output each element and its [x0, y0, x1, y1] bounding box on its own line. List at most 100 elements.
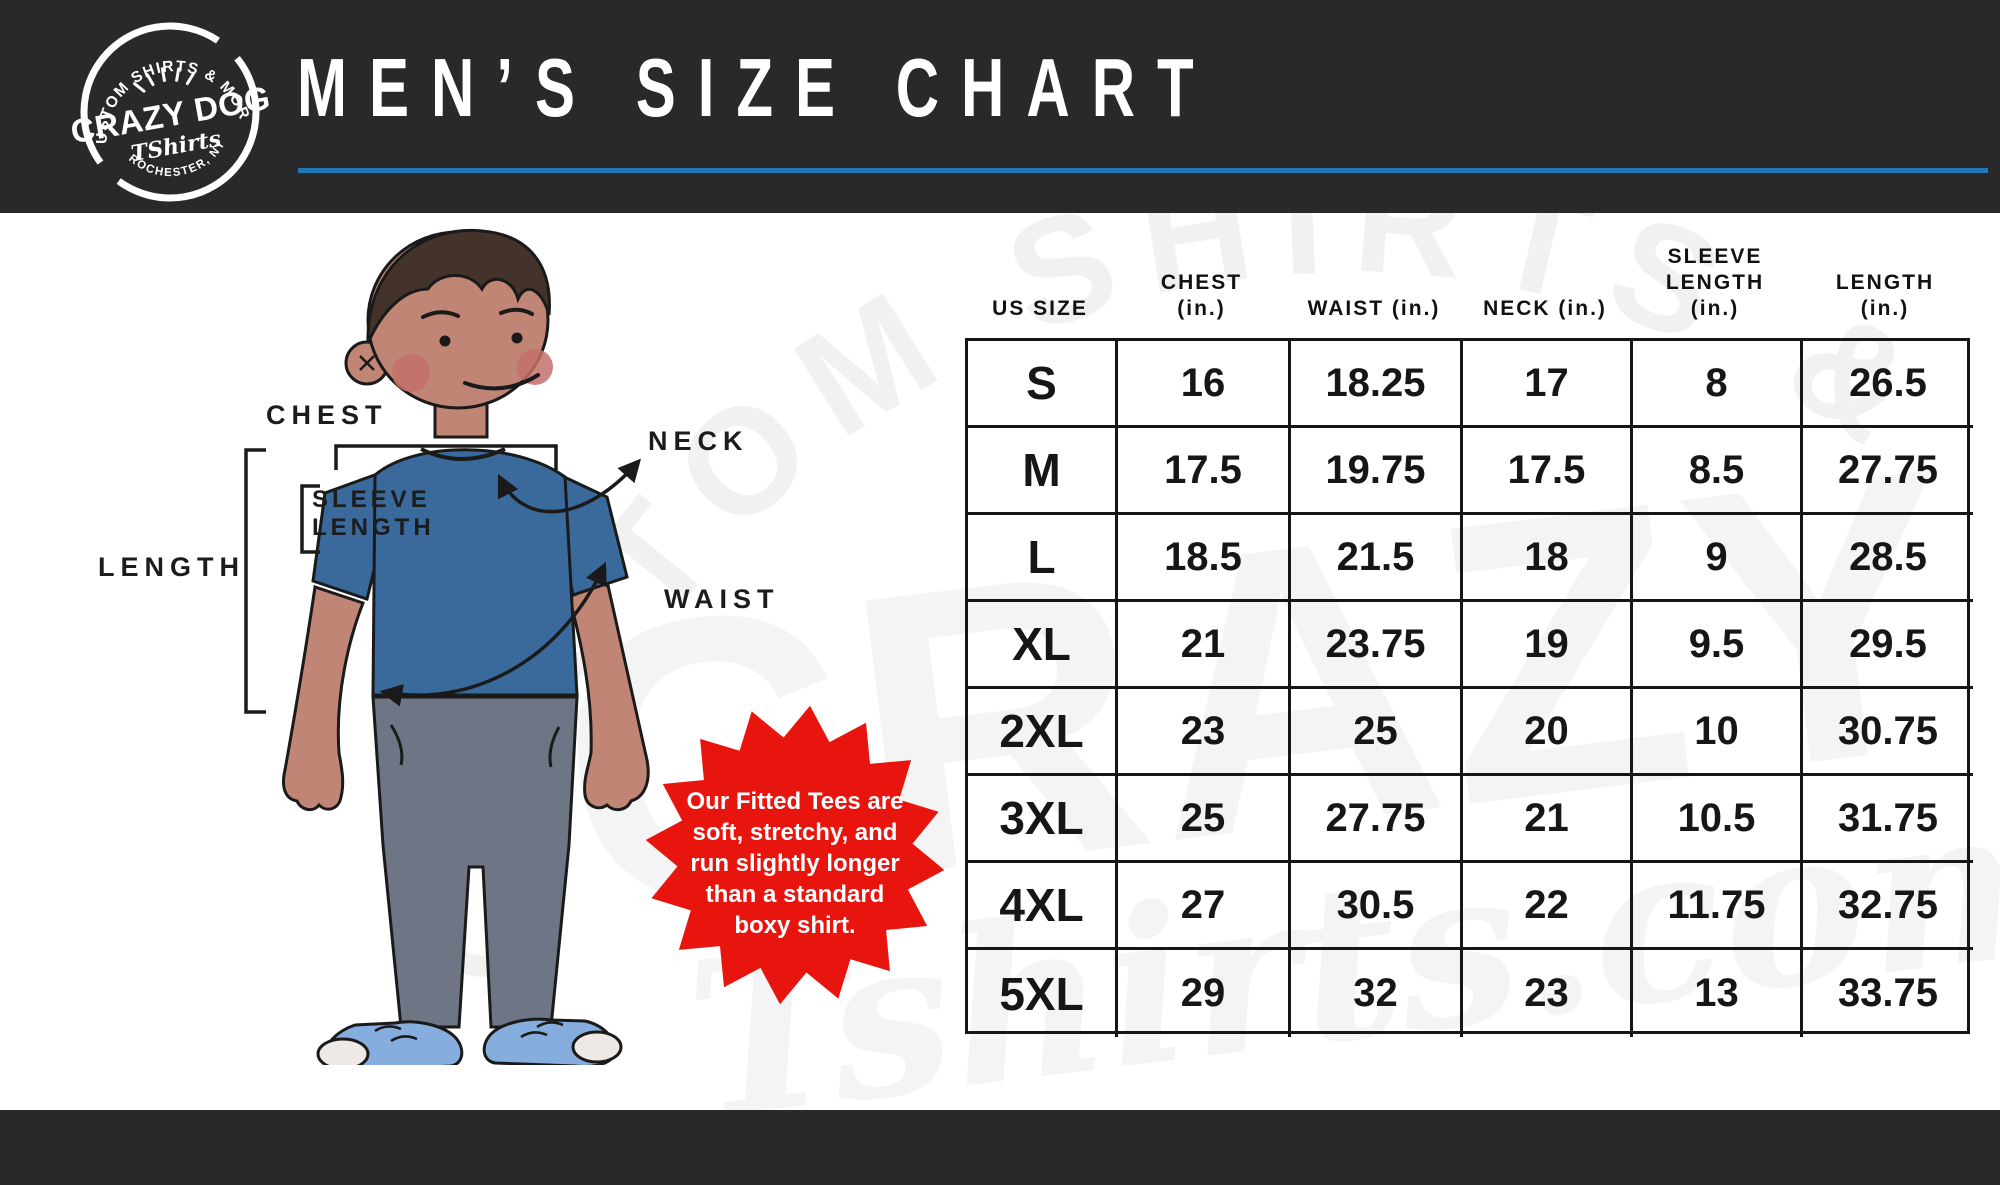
column-header-line: CHEST	[1160, 271, 1243, 294]
right-shoe-toe	[571, 1030, 623, 1064]
table-cell: 19.75	[1291, 428, 1463, 515]
column-header-line: SLEEVE	[1667, 245, 1763, 268]
cheek-right	[517, 349, 553, 385]
size-label: 3XL	[968, 776, 1118, 863]
table-cell: 8	[1633, 341, 1803, 428]
badge-line: than a standard	[705, 881, 885, 908]
table-cell: 21	[1118, 602, 1291, 689]
eyebrow-left	[421, 310, 460, 319]
badge-line: boxy shirt.	[734, 912, 856, 939]
table-column-headers: US SIZE CHEST (in.) WAIST (in.) NECK (in…	[965, 238, 1970, 332]
table-cell: 10.5	[1633, 776, 1803, 863]
column-header-line: (in.)	[1177, 297, 1226, 320]
column-header-neck: NECK (in.)	[1460, 238, 1630, 332]
size-label: S	[968, 341, 1118, 428]
logo-rays-icon	[133, 67, 196, 93]
neck-label: NECK	[648, 426, 749, 456]
eye-left	[439, 335, 451, 347]
table-cell: 20	[1463, 689, 1633, 776]
table-cell: 33.75	[1837, 971, 1939, 1015]
person-illustration	[282, 228, 650, 1065]
left-shoe-laces	[374, 1025, 418, 1043]
left-shoe-toe	[316, 1037, 370, 1065]
table-cell: 11.75	[1633, 863, 1803, 950]
fit-badge: Our Fitted Tees are soft, stretchy, and …	[643, 698, 947, 1012]
page-title: MEN’S SIZE CHART	[297, 41, 1216, 134]
table-cell: 17.5	[1118, 428, 1291, 515]
column-header-line: (in.)	[1860, 297, 1910, 320]
size-label: M	[968, 428, 1118, 515]
column-header-waist: WAIST (in.)	[1288, 238, 1460, 332]
sleeve-length-label: SLEEVE LENGTH	[312, 486, 435, 542]
table-cell: 9.5	[1633, 602, 1803, 689]
column-header-length: LENGTH (in.)	[1800, 238, 1970, 332]
badge-line: run slightly longer	[690, 850, 900, 877]
table-cell: 21.5	[1291, 515, 1463, 602]
table-cell: 16	[1118, 341, 1291, 428]
table-cell: 29	[1118, 950, 1291, 1037]
column-header-line: LENGTH	[1835, 271, 1935, 294]
chest-label: CHEST	[266, 400, 388, 430]
logo-ring	[80, 22, 260, 202]
table-cell: 13	[1633, 950, 1803, 1037]
waist-label: WAIST	[664, 584, 780, 614]
table-cell: 22	[1463, 863, 1633, 950]
sleeve-label-line2: LENGTH	[312, 514, 435, 541]
table-cell: 30.5	[1291, 863, 1463, 950]
title-underline	[298, 168, 1988, 173]
table-cell: 8.5	[1633, 428, 1803, 515]
table-cell: 18.5	[1118, 515, 1291, 602]
badge-text: Our Fitted Tees are soft, stretchy, and …	[670, 786, 920, 941]
table-cell: 32.75	[1803, 863, 1973, 950]
table-cell: 29.5	[1803, 602, 1973, 689]
starburst-shape	[645, 705, 945, 1005]
table-cell: 23	[1118, 689, 1291, 776]
table-cell: 31.75	[1803, 776, 1973, 863]
sleeve-label-line1: SLEEVE	[312, 486, 431, 513]
table-cell: 18.25	[1291, 341, 1463, 428]
eye-right	[511, 332, 523, 344]
header-bar	[0, 0, 2000, 213]
table-cell: 28.5	[1803, 515, 1973, 602]
person-pants	[371, 695, 579, 1029]
size-label: 2XL	[968, 689, 1118, 776]
size-label: L	[968, 515, 1118, 602]
badge-line: soft, stretchy, and	[692, 819, 898, 846]
smile	[463, 373, 540, 391]
size-table: S 16 18.25 17 8 26.5 M 17.5 19.75 17.5 8…	[965, 338, 1973, 1037]
column-header-line: (in.)	[1690, 297, 1740, 320]
table-cell: 30.75	[1803, 689, 1973, 776]
column-header-line: WAIST (in.)	[1307, 297, 1441, 320]
ear-mark	[359, 355, 375, 371]
table-cell: 19	[1463, 602, 1633, 689]
length-label: LENGTH	[98, 552, 245, 582]
column-header-line: NECK (in.)	[1483, 297, 1607, 320]
table-cell: 32	[1291, 950, 1463, 1037]
table-cell: 9	[1633, 515, 1803, 602]
table-cell: 27.75	[1291, 776, 1463, 863]
table-cell: 25	[1118, 776, 1291, 863]
table-cell: 23	[1463, 950, 1633, 1037]
table-cell: 10	[1633, 689, 1803, 776]
person-right-arm	[567, 578, 650, 812]
pants-pocket-left	[389, 724, 404, 766]
table-cell: 17	[1463, 341, 1633, 428]
table-cell: 26.5	[1803, 341, 1973, 428]
person-left-arm	[282, 585, 365, 812]
badge-line: Our Fitted Tees are	[686, 788, 904, 815]
column-header-us-size: US SIZE	[965, 238, 1115, 332]
column-header-line: LENGTH	[1665, 271, 1765, 294]
table-cell: 18	[1463, 515, 1633, 602]
right-shoe-laces	[520, 1021, 564, 1039]
size-label: XL	[968, 602, 1118, 689]
column-header-line: US SIZE	[992, 297, 1088, 320]
size-label: 5XL	[968, 950, 1118, 1037]
footer-bar	[0, 1110, 2000, 1185]
table-cell: 27.75	[1803, 428, 1973, 515]
column-header-sleeve-length: SLEEVE LENGTH (in.)	[1630, 238, 1800, 332]
column-header-chest: CHEST (in.)	[1115, 238, 1288, 332]
eyebrow-right	[499, 307, 534, 316]
cheek-left	[392, 354, 430, 392]
brand-logo: CUSTOM SHIRTS & MORE CRAZY DOG TShirts R…	[70, 16, 270, 202]
